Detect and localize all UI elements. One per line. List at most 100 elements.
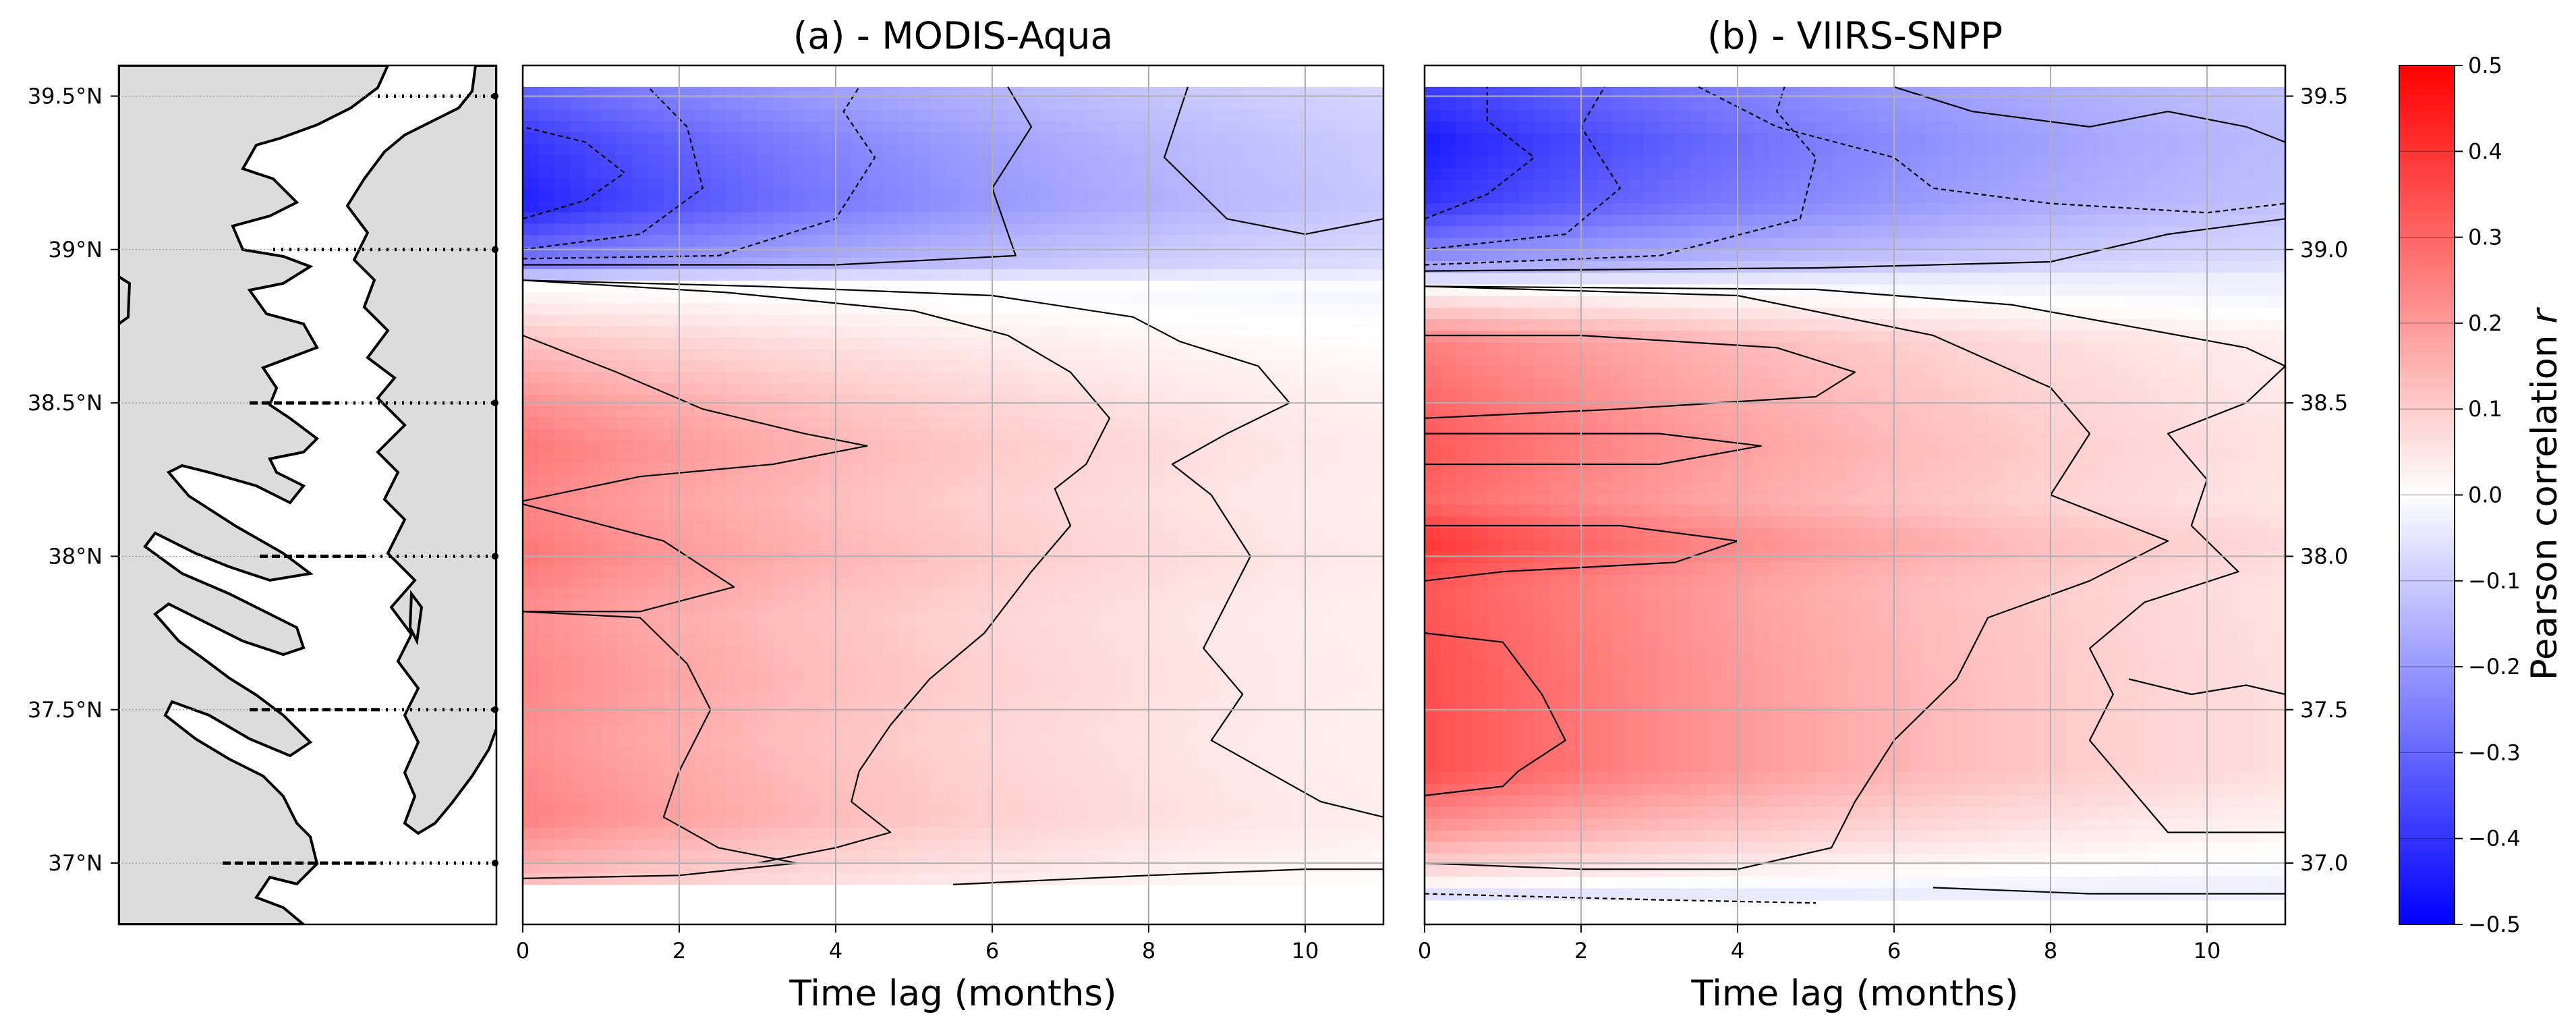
- heatmap-cell-a: [710, 816, 727, 829]
- heatmap-cell-a: [1367, 132, 1383, 145]
- heatmap-cell-a: [976, 497, 993, 509]
- heatmap-cell-a: [851, 622, 868, 635]
- heatmap-cell-a: [726, 657, 743, 669]
- heatmap-cell-b: [1847, 99, 1864, 111]
- heatmap-cell-a: [1054, 827, 1071, 840]
- heatmap-cell-a: [1289, 508, 1306, 521]
- heatmap-cell-a: [914, 508, 930, 521]
- heatmap-cell-a: [1101, 235, 1118, 248]
- heatmap-cell-a: [1149, 144, 1165, 156]
- heatmap-cell-a: [820, 440, 836, 452]
- heatmap-cell-b: [1721, 284, 1738, 297]
- heatmap-cell-a: [1133, 781, 1149, 794]
- heatmap-cell-a: [538, 657, 555, 669]
- heatmap-cell-a: [632, 634, 649, 646]
- heatmap-cell-a: [648, 349, 664, 361]
- heatmap-cell-b: [1956, 110, 1973, 123]
- heatmap-cell-a: [710, 406, 727, 418]
- heatmap-cell-a: [851, 873, 868, 885]
- heatmap-cell-a: [836, 725, 852, 738]
- heatmap-cell-a: [867, 303, 884, 316]
- heatmap-cell-a: [554, 246, 571, 258]
- heatmap-cell-a: [741, 634, 758, 646]
- heatmap-cell-b: [2082, 99, 2098, 111]
- heatmap-cell-a: [851, 634, 868, 646]
- heatmap-cell-a: [1211, 702, 1228, 715]
- heatmap-cell-a: [1008, 520, 1025, 532]
- heatmap-cell-a: [1070, 679, 1087, 692]
- heatmap-cell-a: [1336, 337, 1353, 350]
- heatmap-cell-a: [992, 337, 1008, 350]
- heatmap-cell-a: [1258, 634, 1275, 646]
- heatmap-cell-a: [1273, 793, 1290, 806]
- heatmap-cell-b: [2129, 144, 2145, 157]
- heatmap-cell-b: [1910, 191, 1926, 204]
- heatmap-cell-a: [585, 394, 602, 407]
- heatmap-cell-a: [773, 622, 790, 635]
- heatmap-cell-a: [741, 690, 758, 703]
- heatmap-cell-a: [929, 531, 946, 544]
- heatmap-cell-a: [617, 292, 633, 304]
- heatmap-cell-a: [804, 611, 821, 623]
- heatmap-cell-b: [2254, 133, 2270, 146]
- heatmap-cell-b: [1534, 157, 1551, 169]
- heatmap-cell-a: [1258, 337, 1275, 350]
- heatmap-cell-a: [898, 497, 915, 509]
- heatmap-cell-b: [1456, 133, 1472, 146]
- heatmap-cell-b: [2254, 191, 2270, 204]
- heatmap-cell-b: [1784, 226, 1801, 239]
- heatmap-cell-a: [1133, 862, 1149, 874]
- heatmap-cell-a: [1164, 337, 1181, 350]
- heatmap-cell-a: [617, 360, 633, 372]
- heatmap-cell-a: [789, 520, 805, 532]
- heatmap-cell-a: [1289, 702, 1306, 715]
- heatmap-cell-a: [929, 816, 946, 829]
- heatmap-cell-a: [929, 565, 946, 578]
- heatmap-cell-a: [1054, 212, 1071, 225]
- heatmap-cell-b: [1878, 273, 1895, 285]
- heatmap-cell-a: [851, 86, 868, 99]
- heatmap-cell-a: [836, 235, 852, 248]
- heatmap-cell-a: [1211, 804, 1228, 817]
- heatmap-cell-a: [1367, 155, 1383, 167]
- heatmap-cell-a: [1227, 759, 1243, 771]
- heatmap-cell-b: [1894, 179, 1910, 192]
- heatmap-cell-a: [569, 303, 586, 316]
- heatmap-cell-a: [773, 873, 790, 885]
- heatmap-cell-a: [945, 599, 962, 612]
- heatmap-cell-a: [929, 428, 946, 441]
- heatmap-cell-a: [601, 292, 617, 304]
- heatmap-cell-a: [663, 292, 680, 304]
- heatmap-cell-a: [1336, 406, 1353, 418]
- heatmap-cell-a: [757, 485, 774, 498]
- heatmap-cell-a: [1133, 269, 1149, 281]
- heatmap-cell-b: [2254, 99, 2270, 111]
- heatmap-cell-a: [976, 451, 993, 464]
- heatmap-cell-b: [2113, 99, 2129, 111]
- heatmap-cell-a: [1008, 292, 1025, 304]
- heatmap-cell-a: [757, 702, 774, 715]
- heatmap-cell-a: [1117, 645, 1134, 657]
- heatmap-cell-a: [914, 98, 930, 111]
- heatmap-cell-a: [617, 804, 633, 817]
- heatmap-cell-a: [648, 748, 664, 760]
- heatmap-cell-a: [757, 212, 774, 225]
- heatmap-cell-a: [1352, 189, 1369, 202]
- heatmap-cell-a: [741, 212, 758, 225]
- heatmap-cell-b: [1753, 202, 1770, 215]
- heatmap-cell-a: [1054, 474, 1071, 487]
- heatmap-cell-a: [1227, 98, 1243, 111]
- heatmap-cell-b: [1597, 307, 1613, 320]
- heatmap-cell-a: [1133, 474, 1149, 487]
- heatmap-cell-a: [961, 212, 977, 225]
- heatmap-cell-a: [1305, 269, 1321, 281]
- heatmap-cell-a: [1242, 314, 1259, 327]
- heatmap-cell-a: [648, 269, 664, 281]
- heatmap-cell-a: [914, 713, 930, 726]
- heatmap-cell-b: [1675, 273, 1692, 285]
- heatmap-cell-a: [1321, 155, 1338, 167]
- heatmap-cell-a: [945, 531, 962, 544]
- heatmap-cell-a: [1086, 440, 1103, 452]
- heatmap-cell-a: [569, 246, 586, 258]
- heatmap-cell-a: [882, 634, 899, 646]
